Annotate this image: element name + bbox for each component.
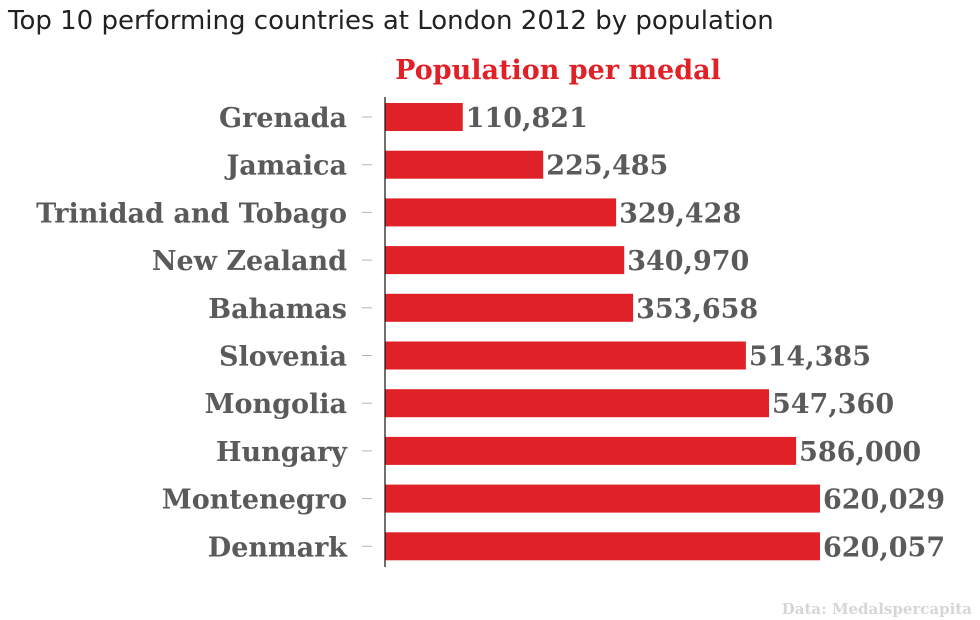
source-note: Data: Medalspercapita — [782, 600, 973, 618]
series-title: Population per medal — [395, 55, 721, 86]
category-label: Jamaica — [224, 151, 347, 182]
bar — [385, 484, 820, 513]
category-label: Grenada — [219, 103, 347, 134]
data-label: 514,385 — [749, 342, 871, 373]
category-label: Hungary — [216, 437, 348, 468]
category-label: Slovenia — [219, 342, 347, 373]
category-label: Denmark — [208, 532, 349, 563]
category-label: New Zealand — [152, 246, 347, 277]
data-label: 620,057 — [823, 532, 945, 563]
data-label: 586,000 — [799, 437, 921, 468]
data-label: 225,485 — [546, 151, 668, 182]
bar — [385, 341, 746, 370]
category-label: Montenegro — [162, 485, 347, 516]
bar — [385, 198, 617, 227]
data-label: 353,658 — [636, 294, 758, 325]
data-label: 110,821 — [466, 103, 588, 134]
data-label: 620,029 — [823, 485, 945, 516]
data-label: 547,360 — [772, 389, 894, 420]
bar — [385, 436, 797, 465]
bar — [385, 103, 463, 131]
category-label: Bahamas — [208, 294, 347, 325]
bar — [385, 293, 634, 322]
chart-title: Top 10 performing countries at London 20… — [8, 6, 774, 36]
category-label: Trinidad and Tobago — [36, 198, 347, 229]
data-label: 329,428 — [619, 198, 741, 229]
bar — [385, 389, 769, 418]
data-label: 340,970 — [627, 246, 749, 277]
category-label: Mongolia — [205, 389, 347, 420]
bar — [385, 150, 544, 179]
bar — [385, 532, 820, 561]
bar — [385, 246, 625, 275]
